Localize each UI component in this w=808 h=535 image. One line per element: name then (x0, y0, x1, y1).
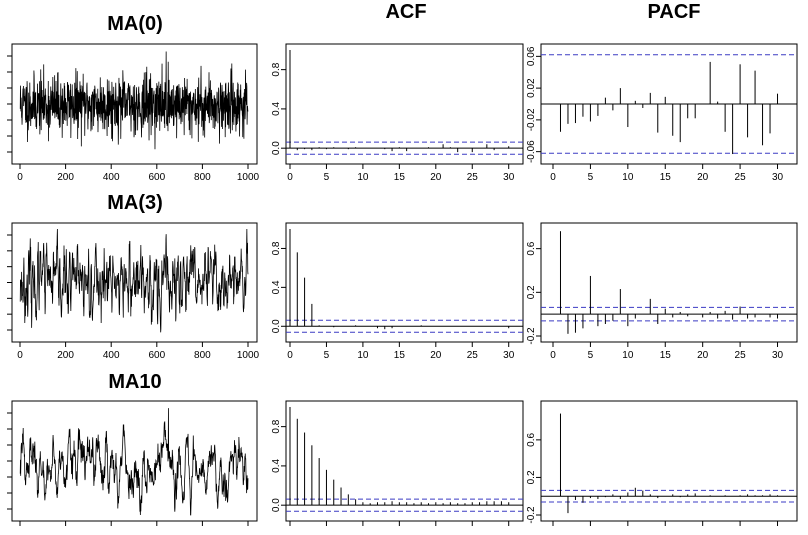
acf-ma10-frame (285, 400, 524, 522)
pacf-ma3-xtick-label: 20 (697, 350, 709, 361)
pacf-ma3-frame (540, 222, 798, 343)
acf-ma0-xtick-label: 5 (324, 172, 330, 183)
acf-ma3-xtick-label: 15 (394, 350, 406, 361)
series-ma3-xtick-label: 200 (57, 350, 74, 361)
acf-ma3-xtick-label: 30 (503, 350, 515, 361)
acf-ma0-xtick-label: 10 (357, 172, 369, 183)
pacf-ma3-xtick-label: 10 (622, 350, 634, 361)
acf-ma3-xtick-label: 10 (357, 350, 369, 361)
series-ma0-xtick-label: 1000 (237, 172, 260, 183)
acf-ma3-xtick-label: 20 (430, 350, 442, 361)
acf-ma10-ytick-label: 0.0 (271, 498, 282, 512)
series-ma0-xtick-label: 400 (103, 172, 120, 183)
pacf-ma3-xtick-label: 30 (772, 350, 784, 361)
pacf-ma0-xtick-label: 30 (772, 172, 784, 183)
pacf-ma0-ytick-label: -0.02 (526, 108, 537, 131)
acf-ma0-ytick-label: 0.0 (271, 141, 282, 155)
pacf-ma0-ytick-label: -0.06 (526, 140, 537, 163)
pacf-ma0-ytick-label: 0.02 (526, 78, 537, 98)
pacf-ma3-xtick-label: 0 (550, 350, 556, 361)
pacf-ma0-ytick-label: 0.06 (526, 46, 537, 66)
acf-ma0-frame (285, 43, 524, 165)
pacf-ma3-ytick-label: -0.2 (526, 327, 537, 345)
acf-ma3-xtick-label: 25 (467, 350, 479, 361)
series-ma0-line (19, 51, 249, 150)
pacf-ma0-xtick-label: 0 (550, 172, 556, 183)
pacf-ma10-ytick-label: 0.2 (526, 470, 537, 484)
pacf-ma3-xtick-label: 15 (660, 350, 672, 361)
pacf-ma3-ytick-label: 0.2 (526, 285, 537, 299)
acf-ma3-xtick-label: 5 (324, 350, 330, 361)
series-ma3-xtick-label: 1000 (237, 350, 260, 361)
pacf-ma10-frame (540, 400, 798, 522)
series-ma10-line (19, 408, 249, 516)
series-ma3-xtick-label: 400 (103, 350, 120, 361)
series-ma3-xtick-label: 800 (194, 350, 211, 361)
acf-ma3-ytick-label: 0.8 (271, 241, 282, 255)
pacf-ma10-ytick-label: 0.6 (526, 432, 537, 446)
row-title-ma0: MA(0) (107, 13, 163, 35)
series-ma0-xtick-label: 800 (194, 172, 211, 183)
series-ma3-xtick-label: 0 (17, 350, 23, 361)
pacf-ma0-xtick-label: 10 (622, 172, 634, 183)
series-ma0-xtick-label: 0 (17, 172, 23, 183)
col-title-acf: ACF (385, 1, 426, 23)
acf-ma0-xtick-label: 20 (430, 172, 442, 183)
acf-ma10-ytick-label: 0.8 (271, 419, 282, 433)
acf-ma3-xtick-label: 0 (287, 350, 293, 361)
acf-ma0-ytick-label: 0.8 (271, 62, 282, 76)
acf-ma3-frame (285, 222, 524, 343)
pacf-ma3-ytick-label: 0.6 (526, 241, 537, 255)
row-title-ma10: MA10 (108, 371, 161, 393)
pacf-ma0-xtick-label: 15 (660, 172, 672, 183)
acf-ma0-xtick-label: 0 (287, 172, 293, 183)
row-title-ma3: MA(3) (107, 192, 163, 214)
pacf-ma10-ytick-label: -0.2 (526, 506, 537, 524)
series-ma3-xtick-label: 600 (148, 350, 165, 361)
chart-panels: 0 200 400 600 800 1000 0 5 10 15 20 25 300.00.40.80 5… (7, 43, 798, 526)
acf-ma0-xtick-label: 25 (467, 172, 479, 183)
pacf-ma0-xtick-label: 25 (735, 172, 747, 183)
pacf-ma0-xtick-label: 20 (697, 172, 709, 183)
pacf-ma3-xtick-label: 25 (735, 350, 747, 361)
series-ma0-xtick-label: 600 (148, 172, 165, 183)
series-ma3-line (19, 228, 249, 333)
acf-ma0-ytick-label: 0.4 (271, 102, 282, 116)
acf-ma3-ytick-label: 0.0 (271, 319, 282, 333)
pacf-ma3-xtick-label: 5 (588, 350, 594, 361)
acf-ma0-xtick-label: 30 (503, 172, 515, 183)
pacf-ma0-xtick-label: 5 (588, 172, 594, 183)
acf-ma3-ytick-label: 0.4 (271, 280, 282, 294)
acf-ma10-ytick-label: 0.4 (271, 459, 282, 473)
series-ma0-xtick-label: 200 (57, 172, 74, 183)
acf-ma0-xtick-label: 15 (394, 172, 406, 183)
col-title-pacf: PACF (648, 1, 701, 23)
